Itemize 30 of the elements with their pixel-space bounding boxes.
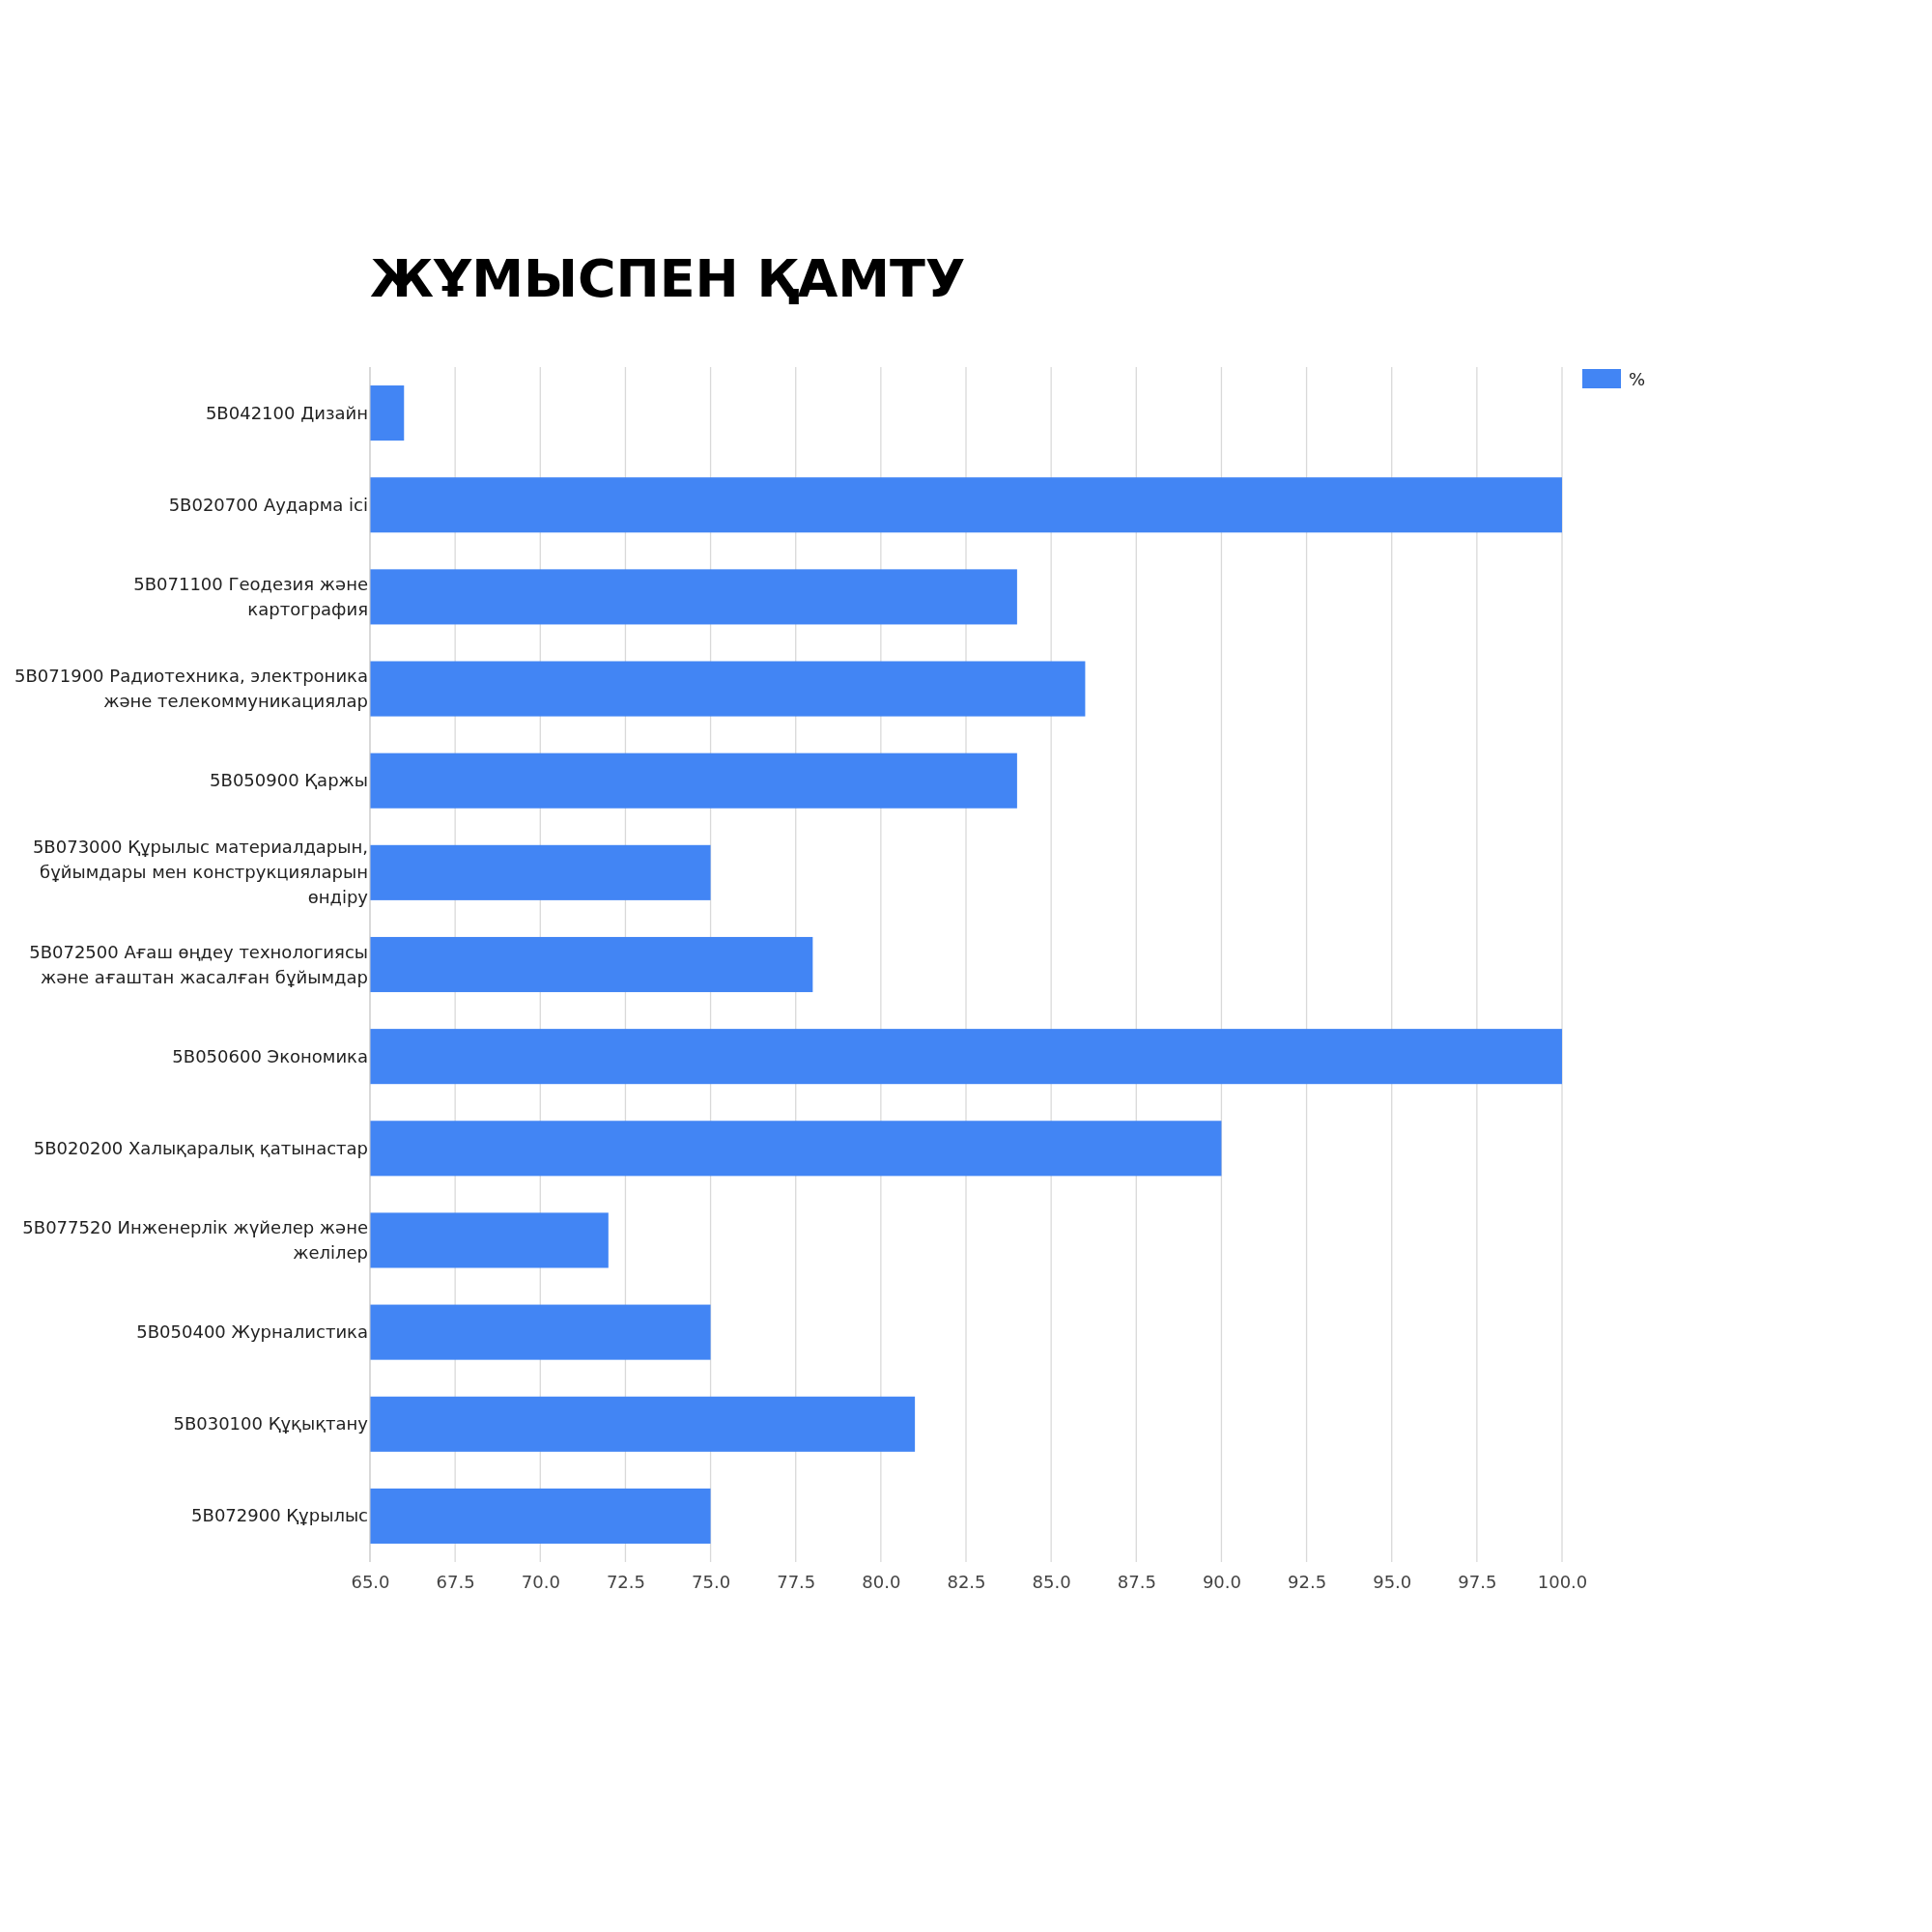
x-tick-label: 100.0 [1537,1571,1588,1592]
y-tick-label: 5B072500 Ағаш өңдеу технологиясы және ағаштан жасалған бұйымдар [29,941,368,987]
y-tick-label: 5B042100 Дизайн [205,402,368,423]
x-tick-label: 95.0 [1373,1571,1412,1592]
x-tick-label: 67.5 [436,1571,475,1592]
y-tick-label: 5B050600 Экономика [172,1045,368,1066]
legend-label: % [1629,369,1646,389]
y-tick-label: 5B073000 Құрылыс материалдарын, бұйымдары мен конструкцияларын өндіру [32,837,369,908]
x-tick-label: 92.5 [1288,1571,1327,1592]
x-tick-label: 90.0 [1202,1571,1241,1592]
y-tick-label: 5B072900 Құрылыс [191,1505,368,1526]
x-tick-label: 70.0 [521,1571,560,1592]
x-tick-label: 82.5 [947,1571,986,1592]
y-tick-label: 5B071100 Геодезия және картография [133,573,368,619]
x-tick-label: 80.0 [862,1571,901,1592]
x-tick-label: 65.0 [351,1571,390,1592]
y-tick-label: 5B020700 Аударма ісі [168,494,368,515]
x-tick-label: 87.5 [1117,1571,1156,1592]
y-tick-label: 5B050400 Журналистика [136,1321,368,1343]
y-tick-label: 5B077520 Инженерлік жүйелер және желілер [22,1216,368,1263]
x-tick-label: 85.0 [1032,1571,1071,1592]
x-tick-label: 72.5 [606,1571,645,1592]
y-tick-label: 5B050900 Қаржы [210,770,368,791]
y-tick-label: 5B071900 Радиотехника, электроника және телекоммуникациялар [14,666,368,712]
y-tick-label: 5B020200 Халықаралық қатынастар [33,1137,368,1158]
chart-title: ЖҰМЫСПЕН ҚАМТУ [370,248,966,309]
y-tick-label: 5B030100 Құқықтану [173,1413,369,1435]
x-tick-label: 77.5 [777,1571,816,1592]
x-tick-label: 75.0 [692,1571,731,1592]
x-tick-label: 97.5 [1458,1571,1497,1592]
